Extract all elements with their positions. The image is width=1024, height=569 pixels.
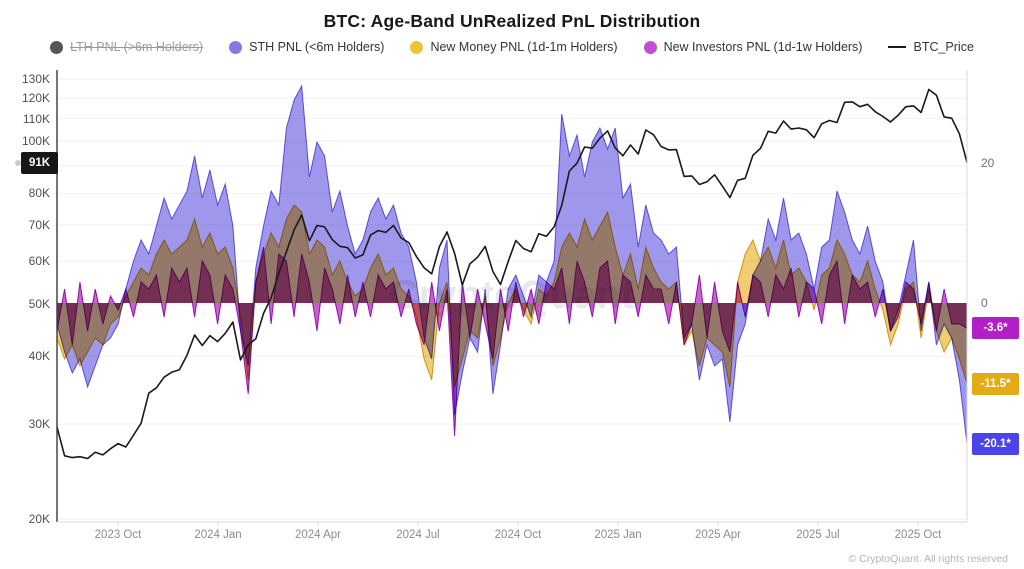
y-axis-left-tick-label: 70K <box>28 217 50 232</box>
y-axis-left-tick-label: 100K <box>21 134 50 148</box>
new-investors-pnl-dot-icon <box>643 40 657 54</box>
legend-item-new-money-pnl[interactable]: New Money PNL (1d-1m Holders) <box>410 40 618 54</box>
y-axis-left-tick-label: 60K <box>28 254 50 269</box>
legend-label: New Investors PNL (1d-1w Holders) <box>663 40 863 54</box>
btc-price-last-value-badge: 91K <box>21 152 58 175</box>
copyright-footer: © CryptoQuant. All rights reserved <box>848 553 1008 565</box>
x-axis-tick-label: 2024 Jul <box>396 529 440 541</box>
x-axis-tick-label: 2023 Oct <box>94 529 142 541</box>
area-outline-2 <box>56 246 968 437</box>
new-investors-last-value-badge: -3.6* <box>972 317 1019 340</box>
y-axis-left-tick-label: 30K <box>28 416 50 431</box>
x-axis-tick-label: 2024 Jan <box>194 529 242 541</box>
legend: LTH PNL (>6m Holders) STH PNL (<6m Holde… <box>0 40 1024 54</box>
y-axis-left-tick-label: 120K <box>21 91 50 106</box>
x-axis-tick-label: 2024 Oct <box>494 529 542 541</box>
y-axis-left-tick-label: 80K <box>28 186 50 201</box>
y-axis-right-tick-label: 20 <box>981 156 995 170</box>
y-axis-left-tick-label: 110K <box>22 111 50 126</box>
new-money-last-value-badge: -11.5* <box>972 372 1019 395</box>
y-axis-left-tick-label: 20K <box>28 512 50 527</box>
x-axis-tick-label: 2025 Jan <box>594 529 642 541</box>
y-axis-left-tick-label: 40K <box>28 349 50 364</box>
page-title: BTC: Age-Band UnRealized PnL Distributio… <box>323 11 701 31</box>
price-last-marker-dot <box>15 160 21 167</box>
area-outline-1 <box>56 204 968 388</box>
legend-item-new-investors-pnl[interactable]: New Investors PNL (1d-1w Holders) <box>643 40 863 54</box>
x-axis-tick-label: 2025 Oct <box>894 529 942 541</box>
area-series-2 <box>57 247 967 436</box>
btc-price-line <box>56 88 968 460</box>
area-series-0 <box>57 86 967 444</box>
y-axis-left-tick-label: 50K <box>28 296 50 311</box>
legend-label: STH PNL (<6m Holders) <box>249 40 385 54</box>
y-axis-left-tick-label: 130K <box>21 72 50 87</box>
lth-pnl-dot-icon <box>50 40 64 54</box>
legend-label: New Money PNL (1d-1m Holders) <box>430 40 618 54</box>
legend-item-btc-price[interactable]: BTC_Price <box>888 40 974 54</box>
area-outline-0 <box>56 84 968 444</box>
x-axis-tick-label: 2025 Jul <box>796 529 840 541</box>
legend-label: BTC_Price <box>913 40 974 54</box>
legend-item-lth-pnl[interactable]: LTH PNL (>6m Holders) <box>50 40 203 54</box>
new-money-pnl-dot-icon <box>410 40 424 54</box>
sth-last-value-badge: -20.1* <box>972 432 1019 455</box>
x-axis-tick-label: 2025 Apr <box>694 529 742 541</box>
btc-price-line-icon <box>888 46 907 48</box>
x-axis-tick-label: 2024 Apr <box>294 529 342 541</box>
y-axis-right-tick-label: 0 <box>981 296 988 310</box>
legend-label: LTH PNL (>6m Holders) <box>70 40 204 54</box>
legend-item-sth-pnl[interactable]: STH PNL (<6m Holders) <box>229 40 384 54</box>
sth-pnl-dot-icon <box>229 40 243 54</box>
